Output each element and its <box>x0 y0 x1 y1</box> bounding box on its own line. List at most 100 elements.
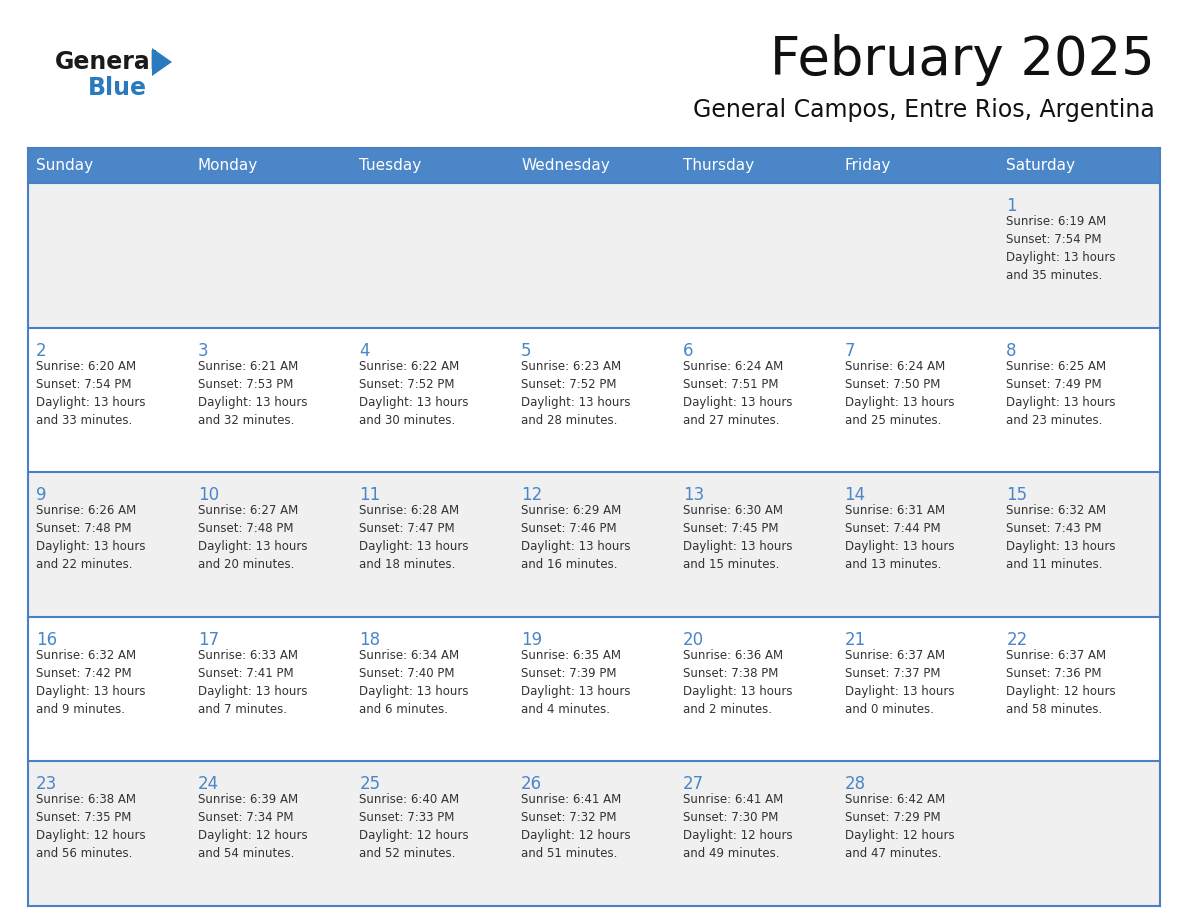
Text: 3: 3 <box>197 341 208 360</box>
Text: and 25 minutes.: and 25 minutes. <box>845 414 941 427</box>
Text: Daylight: 12 hours: Daylight: 12 hours <box>845 829 954 843</box>
Text: 8: 8 <box>1006 341 1017 360</box>
Text: 17: 17 <box>197 631 219 649</box>
Text: Sunset: 7:45 PM: Sunset: 7:45 PM <box>683 522 778 535</box>
Bar <box>836 183 998 328</box>
Bar <box>29 617 190 761</box>
Text: 16: 16 <box>36 631 57 649</box>
Text: 22: 22 <box>1006 631 1028 649</box>
Text: Saturday: Saturday <box>1006 158 1075 173</box>
Text: Sunset: 7:51 PM: Sunset: 7:51 PM <box>683 377 778 390</box>
Text: Friday: Friday <box>845 158 891 173</box>
Bar <box>29 148 190 183</box>
Text: 20: 20 <box>683 631 704 649</box>
Text: Daylight: 13 hours: Daylight: 13 hours <box>360 540 469 554</box>
Text: 12: 12 <box>522 487 543 504</box>
Text: Sunrise: 6:41 AM: Sunrise: 6:41 AM <box>522 793 621 806</box>
Text: and 11 minutes.: and 11 minutes. <box>1006 558 1102 571</box>
Text: and 23 minutes.: and 23 minutes. <box>1006 414 1102 427</box>
Bar <box>836 328 998 472</box>
Bar <box>352 148 513 183</box>
Text: Sunset: 7:33 PM: Sunset: 7:33 PM <box>360 812 455 824</box>
Text: 26: 26 <box>522 776 542 793</box>
Text: Daylight: 13 hours: Daylight: 13 hours <box>1006 396 1116 409</box>
Text: Daylight: 13 hours: Daylight: 13 hours <box>360 396 469 409</box>
Text: Sunset: 7:41 PM: Sunset: 7:41 PM <box>197 666 293 680</box>
Text: and 33 minutes.: and 33 minutes. <box>36 414 132 427</box>
Bar <box>675 148 836 183</box>
Bar <box>513 472 675 617</box>
Text: Daylight: 12 hours: Daylight: 12 hours <box>36 829 146 843</box>
Text: 2: 2 <box>36 341 46 360</box>
Text: 14: 14 <box>845 487 866 504</box>
Bar <box>190 472 352 617</box>
Bar <box>998 761 1159 906</box>
Bar <box>190 617 352 761</box>
Text: Sunset: 7:39 PM: Sunset: 7:39 PM <box>522 666 617 680</box>
Bar <box>836 472 998 617</box>
Text: and 32 minutes.: and 32 minutes. <box>197 414 295 427</box>
Text: and 9 minutes.: and 9 minutes. <box>36 703 125 716</box>
Text: Daylight: 13 hours: Daylight: 13 hours <box>36 685 145 698</box>
Text: Daylight: 13 hours: Daylight: 13 hours <box>197 396 308 409</box>
Text: and 4 minutes.: and 4 minutes. <box>522 703 611 716</box>
Text: Daylight: 13 hours: Daylight: 13 hours <box>360 685 469 698</box>
Text: Sunrise: 6:36 AM: Sunrise: 6:36 AM <box>683 649 783 662</box>
Text: Sunset: 7:47 PM: Sunset: 7:47 PM <box>360 522 455 535</box>
Text: Daylight: 13 hours: Daylight: 13 hours <box>522 396 631 409</box>
Text: Sunset: 7:52 PM: Sunset: 7:52 PM <box>360 377 455 390</box>
Text: Sunset: 7:32 PM: Sunset: 7:32 PM <box>522 812 617 824</box>
Text: Sunset: 7:37 PM: Sunset: 7:37 PM <box>845 666 940 680</box>
Text: and 2 minutes.: and 2 minutes. <box>683 703 772 716</box>
Text: Sunset: 7:46 PM: Sunset: 7:46 PM <box>522 522 617 535</box>
Bar <box>29 472 190 617</box>
Text: Sunset: 7:54 PM: Sunset: 7:54 PM <box>1006 233 1101 246</box>
Text: 21: 21 <box>845 631 866 649</box>
Text: and 0 minutes.: and 0 minutes. <box>845 703 934 716</box>
Text: Daylight: 13 hours: Daylight: 13 hours <box>683 685 792 698</box>
Text: and 51 minutes.: and 51 minutes. <box>522 847 618 860</box>
Bar <box>29 183 190 328</box>
Text: Sunrise: 6:33 AM: Sunrise: 6:33 AM <box>197 649 298 662</box>
Text: and 15 minutes.: and 15 minutes. <box>683 558 779 571</box>
Text: Sunrise: 6:24 AM: Sunrise: 6:24 AM <box>845 360 944 373</box>
Bar <box>513 328 675 472</box>
Text: Daylight: 12 hours: Daylight: 12 hours <box>522 829 631 843</box>
Text: Sunrise: 6:22 AM: Sunrise: 6:22 AM <box>360 360 460 373</box>
Text: Daylight: 12 hours: Daylight: 12 hours <box>683 829 792 843</box>
Bar <box>675 472 836 617</box>
Bar <box>675 183 836 328</box>
Text: Daylight: 13 hours: Daylight: 13 hours <box>36 540 145 554</box>
Text: and 28 minutes.: and 28 minutes. <box>522 414 618 427</box>
Text: 25: 25 <box>360 776 380 793</box>
Text: and 13 minutes.: and 13 minutes. <box>845 558 941 571</box>
Text: Blue: Blue <box>88 76 147 100</box>
Text: Sunset: 7:29 PM: Sunset: 7:29 PM <box>845 812 940 824</box>
Bar <box>352 183 513 328</box>
Text: Daylight: 12 hours: Daylight: 12 hours <box>360 829 469 843</box>
Text: Daylight: 12 hours: Daylight: 12 hours <box>1006 685 1116 698</box>
Text: Daylight: 13 hours: Daylight: 13 hours <box>845 540 954 554</box>
Text: Daylight: 13 hours: Daylight: 13 hours <box>197 685 308 698</box>
Bar <box>998 617 1159 761</box>
Bar <box>352 617 513 761</box>
Text: 10: 10 <box>197 487 219 504</box>
Bar <box>836 617 998 761</box>
Text: and 7 minutes.: and 7 minutes. <box>197 703 286 716</box>
Text: and 30 minutes.: and 30 minutes. <box>360 414 456 427</box>
Text: Sunrise: 6:37 AM: Sunrise: 6:37 AM <box>1006 649 1106 662</box>
Text: Sunrise: 6:30 AM: Sunrise: 6:30 AM <box>683 504 783 517</box>
Bar <box>836 148 998 183</box>
Text: Sunrise: 6:31 AM: Sunrise: 6:31 AM <box>845 504 944 517</box>
Text: Daylight: 13 hours: Daylight: 13 hours <box>1006 540 1116 554</box>
Text: Sunrise: 6:38 AM: Sunrise: 6:38 AM <box>36 793 135 806</box>
Text: General: General <box>55 50 159 74</box>
Text: Sunrise: 6:20 AM: Sunrise: 6:20 AM <box>36 360 137 373</box>
Text: Sunset: 7:53 PM: Sunset: 7:53 PM <box>197 377 293 390</box>
Text: 6: 6 <box>683 341 694 360</box>
Text: Sunrise: 6:25 AM: Sunrise: 6:25 AM <box>1006 360 1106 373</box>
Text: Sunset: 7:35 PM: Sunset: 7:35 PM <box>36 812 132 824</box>
Text: Daylight: 13 hours: Daylight: 13 hours <box>1006 251 1116 264</box>
Text: and 52 minutes.: and 52 minutes. <box>360 847 456 860</box>
Text: Daylight: 13 hours: Daylight: 13 hours <box>845 685 954 698</box>
